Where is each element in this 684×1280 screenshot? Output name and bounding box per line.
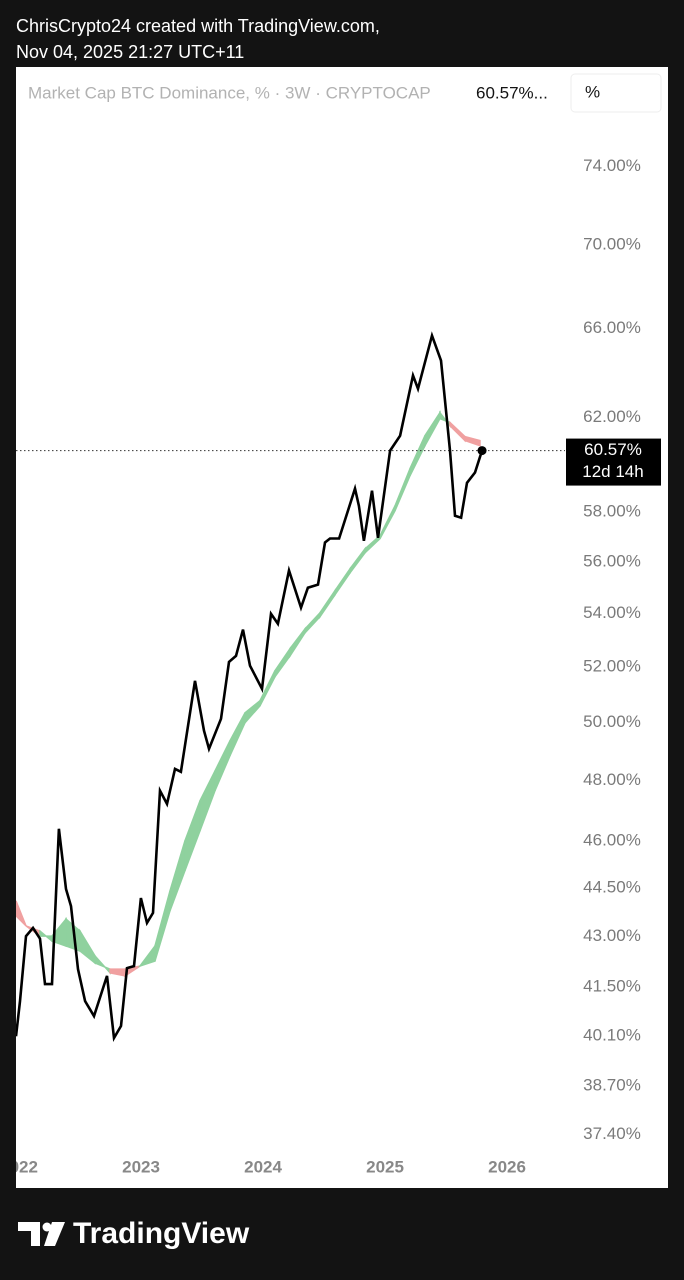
y-tick-label: 41.50% xyxy=(583,977,641,996)
y-tick-label: 50.00% xyxy=(583,712,641,731)
countdown-label: 12d 14h xyxy=(582,462,643,481)
price-label-box xyxy=(566,438,661,486)
legend-value: 60.57%... xyxy=(476,83,548,102)
y-tick-label: 48.00% xyxy=(583,770,641,789)
y-tick-label: 43.00% xyxy=(583,926,641,945)
y-tick-label: 40.10% xyxy=(583,1025,641,1044)
y-tick-label: 38.70% xyxy=(583,1076,641,1095)
date-line: Nov 04, 2025 21:27 UTC+11 xyxy=(16,42,244,62)
logo-text: TradingView xyxy=(73,1217,250,1250)
ribbon-segment xyxy=(16,900,27,927)
price-label: 60.57% xyxy=(584,440,642,459)
price-line xyxy=(16,331,484,1043)
logo-icon xyxy=(18,1222,40,1246)
x-tick-label: 2023 xyxy=(122,1157,160,1176)
last-point xyxy=(477,446,487,456)
y-tick-label: 74.00% xyxy=(583,156,641,175)
ribbon-segment xyxy=(464,435,481,447)
x-tick-label: 2022 xyxy=(0,1157,38,1176)
chart-title: Market Cap BTC Dominance, % · 3W · CRYPT… xyxy=(28,83,431,102)
plot-area xyxy=(16,331,565,1043)
scale-button[interactable] xyxy=(570,73,662,113)
x-tick-label: 2025 xyxy=(366,1157,404,1176)
axes: 74.00% 70.00% 66.00% 62.00% 58.00% 56.00% 54.0… xyxy=(566,156,661,1143)
y-tick-label: 44.50% xyxy=(583,878,641,897)
y-tick-label: 46.00% xyxy=(583,831,641,850)
scale-button-label[interactable]: % xyxy=(585,82,600,101)
y-tick-label: 54.00% xyxy=(583,603,641,622)
logo-icon xyxy=(42,1222,52,1232)
y-tick-label: 70.00% xyxy=(583,235,641,254)
y-tick-label: 37.40% xyxy=(583,1124,641,1143)
logo: TradingView xyxy=(18,1217,250,1250)
x-tick-label: 2024 xyxy=(244,1157,282,1176)
y-tick-label: 52.00% xyxy=(583,657,641,676)
y-tick-label: 62.00% xyxy=(583,407,641,426)
y-tick-label: 66.00% xyxy=(583,318,641,337)
author-line: ChrisCrypto24 created with TradingView.c… xyxy=(16,16,380,36)
y-tick-label: 56.00% xyxy=(583,551,641,570)
y-tick-label: 58.00% xyxy=(583,502,641,521)
x-axis: 2022 2023 2024 2025 2026 xyxy=(0,1157,526,1176)
logo-icon xyxy=(44,1222,65,1246)
x-tick-label: 2026 xyxy=(488,1157,526,1176)
chart-panel xyxy=(16,67,668,1188)
